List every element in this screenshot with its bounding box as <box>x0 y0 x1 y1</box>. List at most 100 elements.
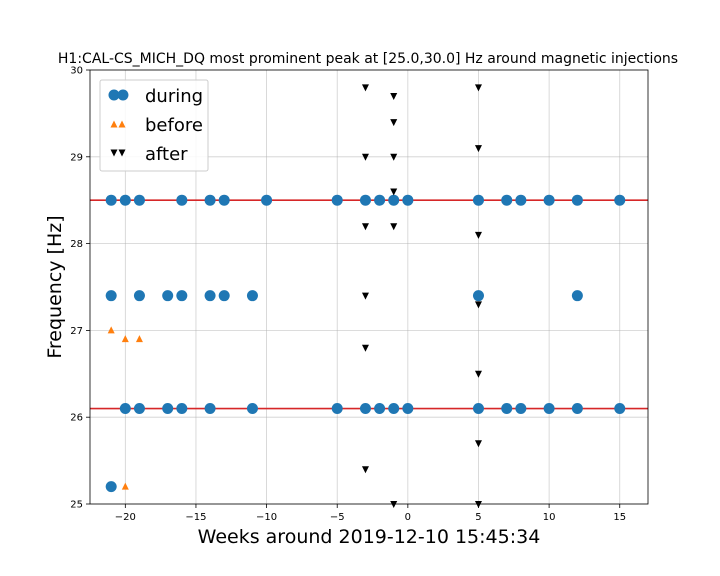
point-after <box>474 145 482 153</box>
y-axis-ticks: 25 26 27 28 29 30 <box>70 66 90 511</box>
point-during <box>614 403 626 415</box>
y-tick-label: 30 <box>70 66 83 77</box>
legend-marker-before <box>118 120 126 128</box>
point-during <box>472 403 484 415</box>
point-during <box>176 194 188 206</box>
x-axis-ticks: −20 −15 −10 −5 0 5 10 15 <box>115 504 626 523</box>
chart-title: H1:CAL-CS_MICH_DQ most prominent peak at… <box>58 51 678 67</box>
legend-marker-after <box>118 149 126 157</box>
point-before <box>135 335 143 343</box>
point-during <box>176 403 188 415</box>
point-during <box>133 403 145 415</box>
legend-marker-during <box>117 89 129 101</box>
point-after <box>474 301 482 309</box>
point-during <box>204 403 216 415</box>
x-tick-label: 10 <box>543 512 556 523</box>
point-during <box>246 403 258 415</box>
point-during <box>218 194 230 206</box>
point-during <box>543 403 555 415</box>
point-during <box>133 290 145 302</box>
point-during <box>374 194 386 206</box>
point-during <box>119 194 131 206</box>
point-after <box>361 153 369 161</box>
y-tick-label: 27 <box>70 326 83 337</box>
point-during <box>359 403 371 415</box>
point-during <box>176 290 188 302</box>
point-during <box>388 194 400 206</box>
point-during <box>218 290 230 302</box>
point-after <box>361 466 369 474</box>
point-during <box>614 194 626 206</box>
point-during <box>571 194 583 206</box>
point-during <box>501 403 513 415</box>
point-before <box>121 482 129 490</box>
reference-lines <box>90 199 648 410</box>
point-after <box>474 84 482 92</box>
y-tick-label: 28 <box>70 239 83 250</box>
point-during <box>105 194 117 206</box>
point-after <box>390 119 398 127</box>
point-during <box>105 481 117 493</box>
point-during <box>331 403 343 415</box>
point-after <box>361 292 369 300</box>
point-during <box>204 194 216 206</box>
x-tick-label: −15 <box>185 512 206 523</box>
point-after <box>474 440 482 448</box>
y-axis-label: Frequency [Hz] <box>44 215 66 358</box>
point-during <box>472 290 484 302</box>
legend: during before after <box>99 79 209 172</box>
point-after <box>390 501 398 508</box>
point-during <box>105 290 117 302</box>
x-tick-label: −5 <box>330 512 345 523</box>
point-during <box>246 290 258 302</box>
point-after <box>390 188 398 196</box>
point-after <box>361 223 369 231</box>
x-axis-label: Weeks around 2019-12-10 15:45:34 <box>198 526 541 548</box>
legend-marker-after <box>110 149 118 157</box>
point-after <box>361 344 369 352</box>
x-tick-label: 5 <box>475 512 481 523</box>
legend-entry-before: before <box>110 115 203 136</box>
point-before <box>121 335 129 343</box>
legend-entry-after: after <box>110 144 188 165</box>
point-after <box>474 370 482 378</box>
legend-box <box>99 79 209 172</box>
x-tick-label: 15 <box>613 512 626 523</box>
point-during <box>472 194 484 206</box>
legend-marker-during <box>108 89 120 101</box>
point-during <box>501 194 513 206</box>
point-during <box>543 194 555 206</box>
x-tick-label: −20 <box>115 512 136 523</box>
point-during <box>402 194 414 206</box>
point-during <box>204 290 216 302</box>
point-during <box>515 194 527 206</box>
y-tick-label: 29 <box>70 152 83 163</box>
point-during <box>331 194 343 206</box>
point-during <box>119 403 131 415</box>
legend-marker-before <box>110 120 118 128</box>
x-tick-label: 0 <box>405 512 411 523</box>
point-after <box>390 223 398 231</box>
point-after <box>390 93 398 101</box>
legend-label-after: after <box>145 144 188 165</box>
point-during <box>571 403 583 415</box>
y-tick-label: 26 <box>70 413 83 424</box>
point-during <box>571 290 583 302</box>
point-during <box>162 403 174 415</box>
point-during <box>162 290 174 302</box>
point-during <box>388 403 400 415</box>
point-before <box>107 326 115 334</box>
point-during <box>261 194 273 206</box>
point-during <box>515 403 527 415</box>
point-after <box>361 84 369 92</box>
point-during <box>402 403 414 415</box>
point-during <box>359 194 371 206</box>
y-tick-label: 25 <box>70 500 83 511</box>
point-after <box>474 231 482 239</box>
series-during <box>105 194 626 493</box>
legend-entry-during: during <box>108 86 203 107</box>
point-during <box>374 403 386 415</box>
plot-frame <box>89 69 649 505</box>
series-after <box>361 84 482 508</box>
